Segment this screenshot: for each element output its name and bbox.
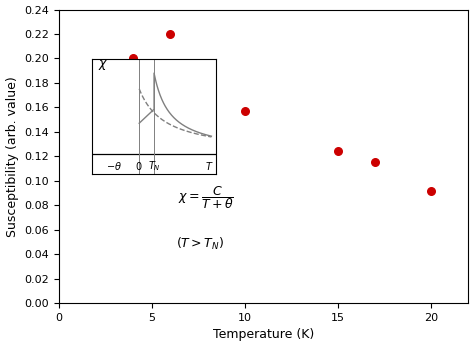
Text: $T$: $T$: [205, 160, 214, 171]
Point: [334, 149, 342, 154]
Point: [167, 31, 174, 37]
Text: $0$: $0$: [136, 160, 143, 171]
Text: $(T > T_N)$: $(T > T_N)$: [176, 236, 224, 253]
Point: [129, 56, 137, 61]
Text: $\chi = \dfrac{C}{T+\theta}$: $\chi = \dfrac{C}{T+\theta}$: [178, 184, 234, 211]
Point: [241, 108, 249, 114]
Text: $\chi$: $\chi$: [98, 58, 108, 73]
Y-axis label: Susceptibility (arb. value): Susceptibility (arb. value): [6, 76, 18, 237]
X-axis label: Temperature (K): Temperature (K): [213, 329, 314, 341]
Text: $T_N$: $T_N$: [147, 160, 161, 174]
Text: $-\theta$: $-\theta$: [106, 160, 122, 171]
Point: [372, 160, 379, 165]
Point: [428, 188, 435, 193]
